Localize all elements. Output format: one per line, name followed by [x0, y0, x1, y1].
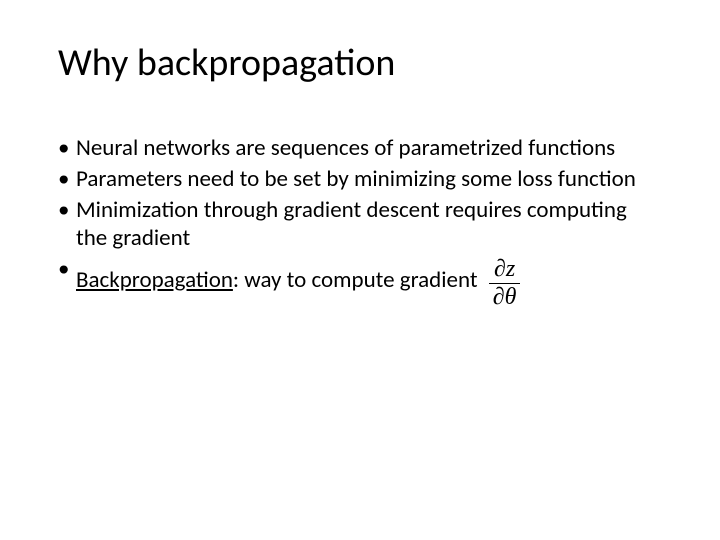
bullet-list: Neural networks are sequences of paramet… — [58, 134, 662, 308]
bullet-item: Backpropagation: way to compute gradient… — [58, 255, 662, 308]
bullet-text: : way to compute gradient — [233, 266, 478, 294]
fraction-denominator: ∂θ — [489, 285, 521, 310]
slide-title: Why backpropagation — [58, 40, 662, 86]
bullet-item: Minimization through gradient descent re… — [58, 196, 662, 254]
slide: Why backpropagation Neural networks are … — [0, 0, 720, 540]
fraction-numerator: ∂z — [489, 257, 521, 282]
bullet-bold-term: Backpropagation — [76, 266, 233, 294]
bullet-item: Neural networks are sequences of paramet… — [58, 134, 662, 163]
gradient-fraction: ∂z ∂θ — [489, 257, 521, 310]
bullet-item: Parameters need to be set by minimizing … — [58, 165, 662, 194]
